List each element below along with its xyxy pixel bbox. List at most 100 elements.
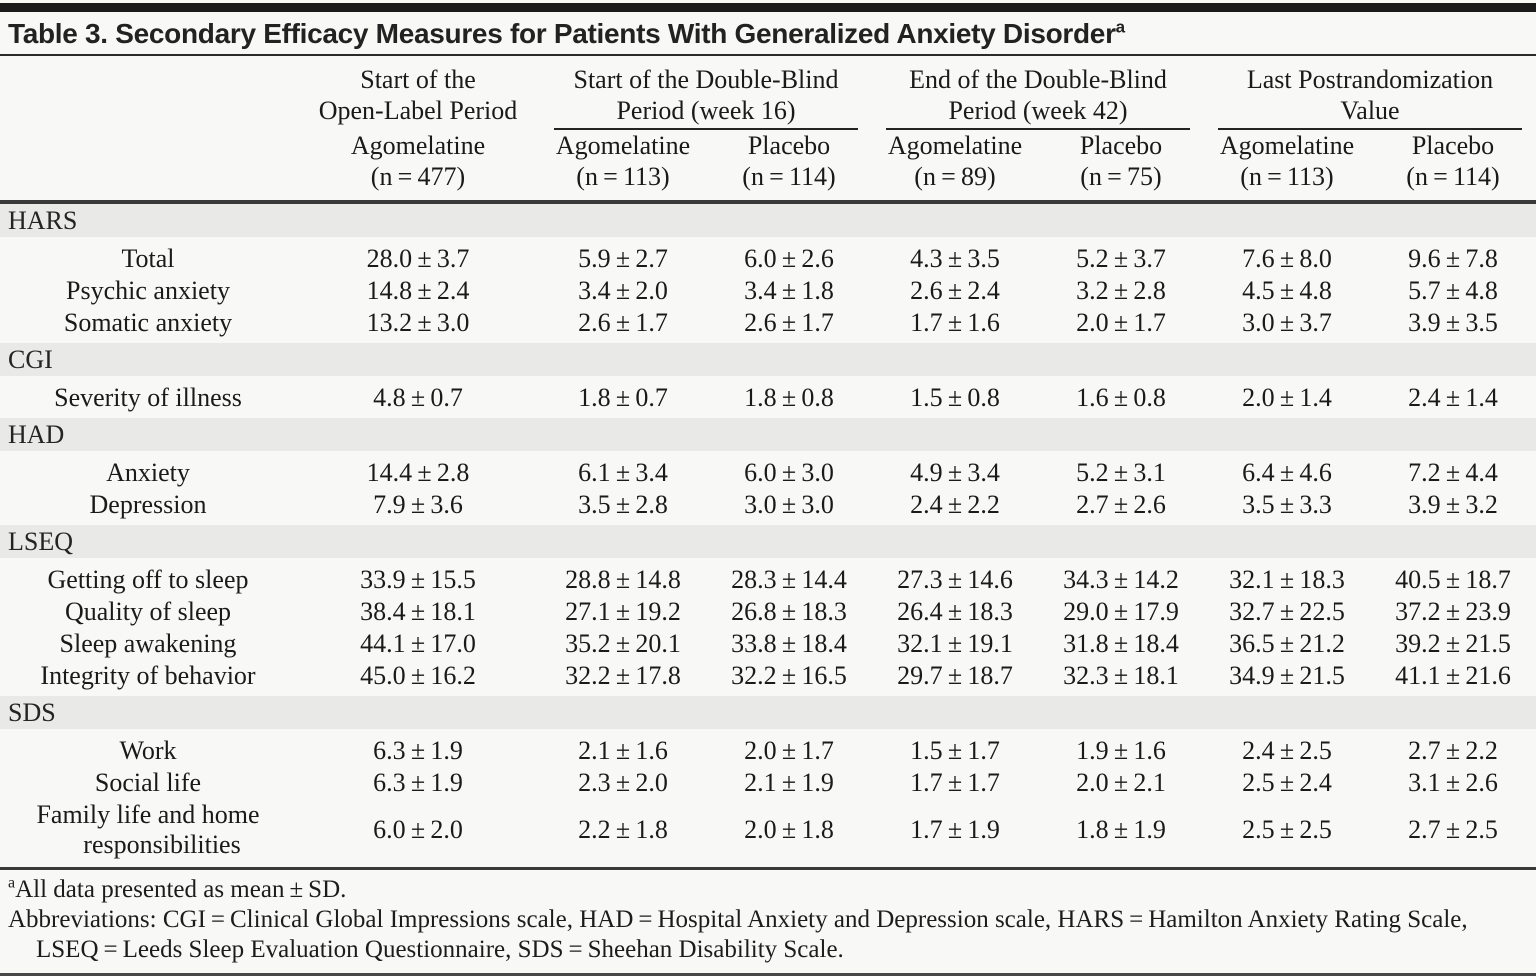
row-label: Severity of illness (54, 383, 242, 412)
value-cell: 6.0 ± 3.0 (744, 458, 834, 487)
table-row: Family life and home responsibilities 6.0… (0, 799, 1536, 865)
section-band-sds: SDS (0, 696, 1536, 729)
value-cell: 13.2 ± 3.0 (366, 308, 470, 337)
value-cell: 4.9 ± 3.4 (910, 458, 1000, 487)
value-cell: 3.9 ± 3.2 (1408, 490, 1498, 519)
header-col-w42-placebo: Placebo (n = 75) (1038, 130, 1204, 204)
row-label: Anxiety (106, 458, 190, 487)
header-group-week42: End of the Double-Blind Period (week 42) (872, 56, 1204, 130)
section-label: HARS (0, 202, 1536, 237)
value-cell: 36.5 ± 21.2 (1229, 629, 1345, 658)
secondary-efficacy-table: Start of the Open-Label Period Agomelati… (0, 56, 1536, 865)
header-group-last-postrandomization: Last Postrandomization Value (1204, 56, 1536, 130)
value-cell: 3.0 ± 3.7 (1242, 308, 1332, 337)
row-label: Total (121, 244, 175, 273)
section-band-hars: HARS (0, 202, 1536, 237)
value-cell: 3.1 ± 2.6 (1408, 768, 1498, 797)
value-cell: 5.2 ± 3.1 (1076, 458, 1166, 487)
value-cell: 28.8 ± 14.8 (565, 565, 681, 594)
group-title-line1: Last Postrandomization (1246, 65, 1494, 94)
row-label: Quality of sleep (64, 597, 232, 626)
value-cell: 26.8 ± 18.3 (731, 597, 847, 626)
value-cell: 6.4 ± 4.6 (1242, 458, 1332, 487)
value-cell: 40.5 ± 18.7 (1395, 565, 1511, 594)
value-cell: 32.1 ± 19.1 (897, 629, 1013, 658)
value-cell: 6.3 ± 1.9 (373, 736, 463, 765)
table-row: Severity of illness 4.8 ± 0.7 1.8 ± 0.7 1.8… (0, 376, 1536, 418)
column-drug-label: Agomelatine (555, 131, 691, 160)
table-body: HARS Total 28.0 ± 3.7 5.9 ± 2.7 6.0 ± 2.6 4.3… (0, 202, 1536, 865)
section-band-cgi: CGI (0, 343, 1536, 376)
column-n-label: (n = 114) (742, 162, 836, 191)
value-cell: 27.1 ± 19.2 (565, 597, 681, 626)
header-col-lpv-agomelatine: Agomelatine (n = 113) (1204, 130, 1370, 204)
row-label: Somatic anxiety (63, 308, 233, 337)
value-cell: 2.0 ± 1.4 (1242, 383, 1332, 412)
value-cell: 9.6 ± 7.8 (1408, 244, 1498, 273)
value-cell: 2.4 ± 2.5 (1242, 736, 1332, 765)
table-row: Somatic anxiety 13.2 ± 3.0 2.6 ± 1.7 2.6 ± … (0, 307, 1536, 343)
value-cell: 37.2 ± 23.9 (1395, 597, 1511, 626)
group-underline (886, 128, 1190, 130)
value-cell: 32.2 ± 16.5 (731, 661, 847, 690)
value-cell: 2.3 ± 2.0 (578, 768, 668, 797)
value-cell: 2.7 ± 2.5 (1408, 815, 1498, 844)
value-cell: 3.4 ± 1.8 (744, 276, 834, 305)
value-cell: 29.0 ± 17.9 (1063, 597, 1179, 626)
column-n-label: (n = 113) (576, 162, 670, 191)
value-cell: 7.9 ± 3.6 (373, 490, 463, 519)
footnote-superscript: a (8, 874, 16, 892)
value-cell: 29.7 ± 18.7 (897, 661, 1013, 690)
header-group-week16: Start of the Double-Blind Period (week 1… (540, 56, 872, 130)
column-n-label: (n = 75) (1080, 162, 1162, 191)
group-title-line1: Start of the Double-Blind (573, 65, 839, 94)
table-title-superscript: a (1115, 17, 1125, 37)
value-cell: 1.7 ± 1.9 (910, 815, 1000, 844)
value-cell: 1.5 ± 0.8 (910, 383, 1000, 412)
table-title-text: Table 3. Secondary Efficacy Measures for… (8, 18, 1116, 49)
column-n-label: (n = 113) (1240, 162, 1334, 191)
value-cell: 1.9 ± 1.6 (1076, 736, 1166, 765)
value-cell: 3.9 ± 3.5 (1408, 308, 1498, 337)
row-label: Social life (94, 768, 202, 797)
open-label-title-line2: Open-Label Period (318, 96, 518, 125)
group-underline (1218, 128, 1522, 130)
row-label: Sleep awakening (59, 629, 237, 658)
value-cell: 44.1 ± 17.0 (360, 629, 476, 658)
value-cell: 27.3 ± 14.6 (897, 565, 1013, 594)
column-n-label: (n = 89) (914, 162, 996, 191)
value-cell: 6.0 ± 2.6 (744, 244, 834, 273)
header-col-w16-agomelatine: Agomelatine (n = 113) (540, 130, 706, 204)
value-cell: 32.2 ± 17.8 (565, 661, 681, 690)
value-cell: 7.2 ± 4.4 (1408, 458, 1498, 487)
value-cell: 32.1 ± 18.3 (1229, 565, 1345, 594)
value-cell: 1.8 ± 0.8 (744, 383, 834, 412)
value-cell: 45.0 ± 16.2 (360, 661, 476, 690)
section-band-lseq: LSEQ (0, 525, 1536, 558)
header-col-lpv-placebo: Placebo (n = 114) (1370, 130, 1536, 204)
value-cell: 34.3 ± 14.2 (1063, 565, 1179, 594)
group-underline (554, 128, 858, 130)
value-cell: 2.7 ± 2.6 (1076, 490, 1166, 519)
group-title-line2: Value (1340, 96, 1400, 125)
value-cell: 5.9 ± 2.7 (578, 244, 668, 273)
value-cell: 6.1 ± 3.4 (578, 458, 668, 487)
footnote-text: Abbreviations: CGI = Clinical Global Imp… (8, 906, 1468, 963)
value-cell: 41.1 ± 21.6 (1395, 661, 1511, 690)
value-cell: 34.9 ± 21.5 (1229, 661, 1345, 690)
value-cell: 3.5 ± 2.8 (578, 490, 668, 519)
value-cell: 1.7 ± 1.7 (910, 768, 1000, 797)
footnote-data-note: aAll data presented as mean ± SD. (8, 875, 1524, 905)
value-cell: 32.7 ± 22.5 (1229, 597, 1345, 626)
group-title-line2: Period (week 16) (616, 96, 796, 125)
column-drug-label: Agomelatine (1219, 131, 1355, 160)
value-cell: 3.4 ± 2.0 (578, 276, 668, 305)
value-cell: 3.2 ± 2.8 (1076, 276, 1166, 305)
open-label-title-line1: Start of the (360, 65, 476, 94)
value-cell: 32.3 ± 18.1 (1063, 661, 1179, 690)
value-cell: 2.0 ± 1.8 (744, 815, 834, 844)
value-cell: 6.3 ± 1.9 (373, 768, 463, 797)
row-label: Getting off to sleep (47, 565, 249, 594)
value-cell: 4.8 ± 0.7 (373, 383, 463, 412)
value-cell: 2.0 ± 1.7 (744, 736, 834, 765)
